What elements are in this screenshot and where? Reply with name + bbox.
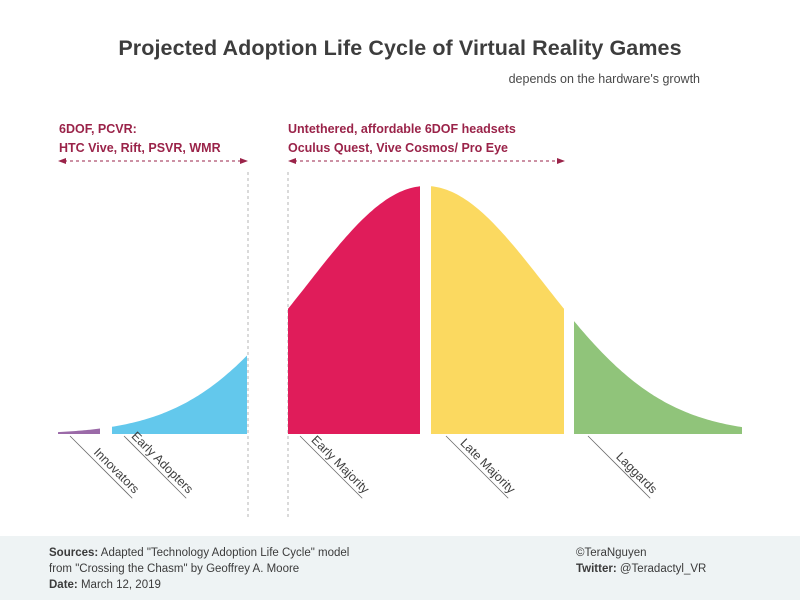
footer-sources: Sources: Adapted "Technology Adoption Li… — [49, 545, 349, 593]
label-laggards: Laggards — [613, 450, 660, 497]
label-late-majority: Late Majority — [458, 436, 519, 497]
sources-text-2: from "Crossing the Chasm" by Geoffrey A.… — [49, 563, 300, 575]
date-label: Date: — [49, 579, 78, 591]
sources-label: Sources: — [49, 547, 99, 559]
era-pcvr-arrow — [58, 158, 248, 164]
leader-line-late-majority — [445, 435, 509, 499]
era-untethered-line1: Untethered, affordable 6DOF headsets — [288, 122, 516, 136]
era-untethered: Untethered, affordable 6DOF headsets Ocu… — [288, 120, 516, 158]
footer: Sources: Adapted "Technology Adoption Li… — [0, 536, 800, 600]
leader-line-innovators — [69, 435, 133, 499]
era-pcvr-line2: HTC Vive, Rift, PSVR, WMR — [59, 141, 221, 155]
twitter-handle[interactable]: @Teradactyl_VR — [619, 563, 707, 575]
twitter-label: Twitter: — [576, 563, 617, 575]
chart-subtitle: depends on the hardware's growth — [508, 72, 700, 86]
label-early-majority: Early Majority — [309, 433, 373, 497]
segment-early-majority — [288, 186, 420, 434]
segment-laggards — [574, 321, 742, 434]
copyright: ©TeraNguyen — [576, 547, 647, 559]
era-pcvr-line1: 6DOF, PCVR: — [59, 122, 137, 136]
segment-early-adopters — [112, 355, 247, 434]
era-untethered-line2: Oculus Quest, Vive Cosmos/ Pro Eye — [288, 141, 508, 155]
footer-credits: ©TeraNguyen Twitter: @Teradactyl_VR — [576, 545, 706, 577]
date-text: March 12, 2019 — [80, 579, 161, 591]
leader-line-early-majority — [299, 435, 363, 499]
sources-text: Adapted "Technology Adoption Life Cycle"… — [100, 547, 350, 559]
segment-innovators — [58, 428, 100, 434]
leader-line-laggards — [587, 435, 651, 499]
label-innovators: Innovators — [91, 445, 142, 496]
chart-title: Projected Adoption Life Cycle of Virtual… — [118, 36, 682, 60]
leader-line-early-adopters — [123, 435, 187, 499]
era-untethered-arrow — [288, 158, 565, 164]
era-pcvr: 6DOF, PCVR: HTC Vive, Rift, PSVR, WMR — [59, 120, 221, 158]
segment-late-majority — [431, 186, 564, 434]
